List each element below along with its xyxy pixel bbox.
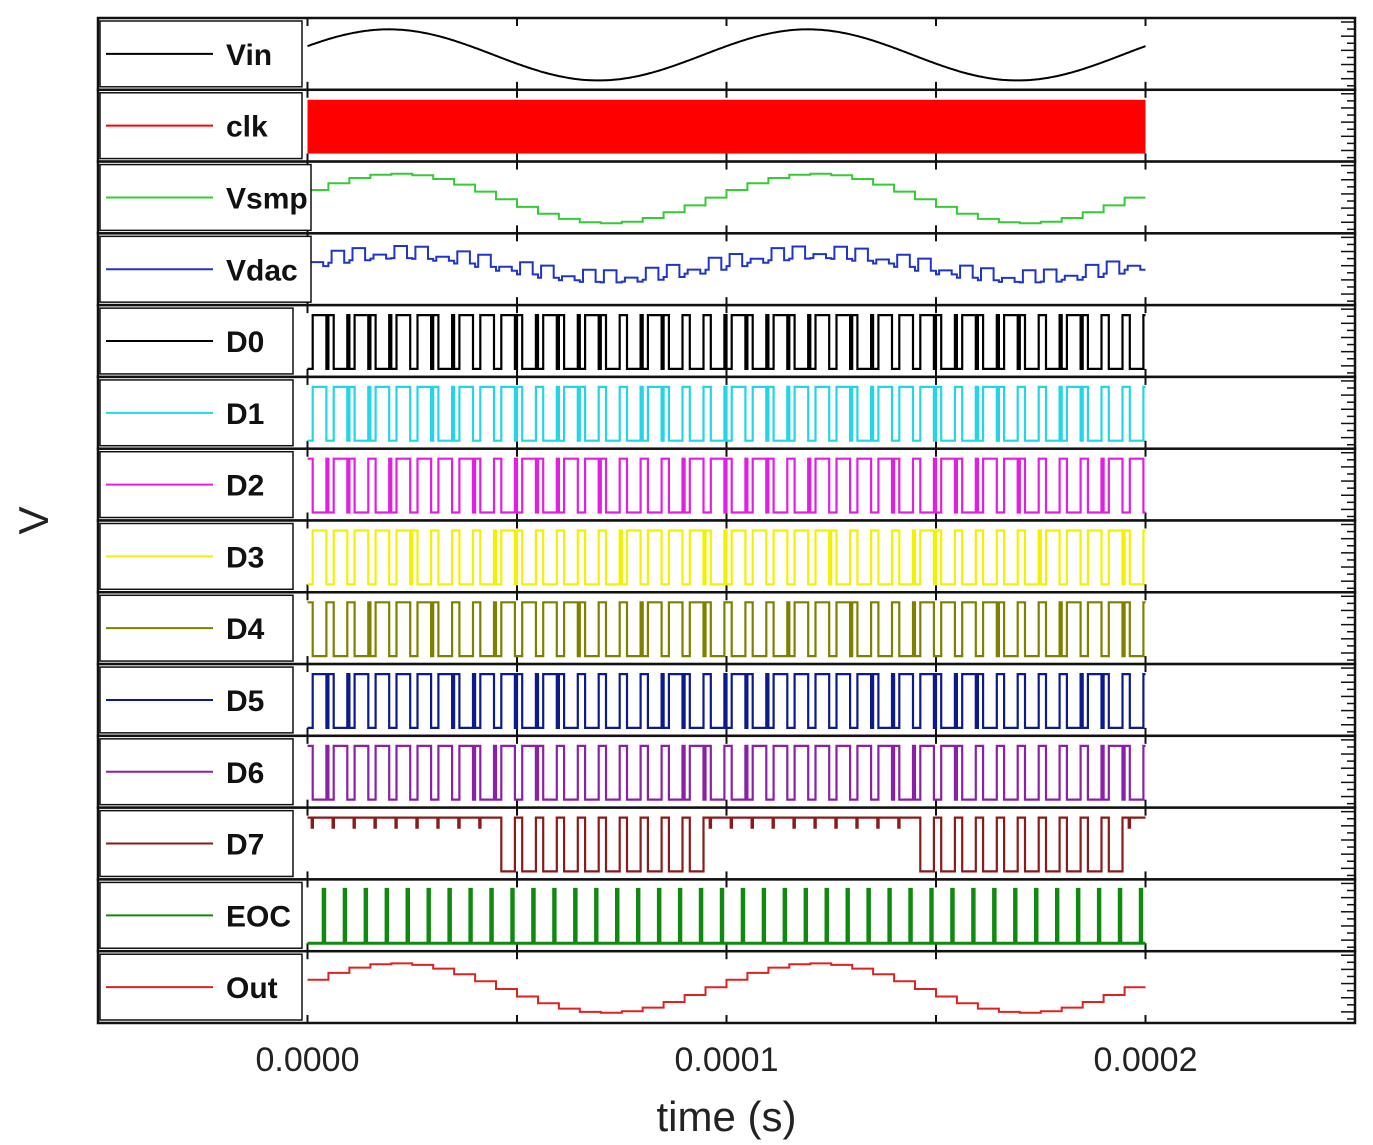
legend-d6: D6 (99, 738, 294, 806)
x-tick-label: 0.0000 (256, 1041, 360, 1079)
legend-label: EOC (226, 900, 291, 933)
legend-vdac: Vdac (99, 235, 312, 303)
series-line-d7 (307, 816, 1146, 873)
panel-frame (96, 16, 1357, 92)
legend-label: Vin (226, 39, 272, 72)
panel-d2: D2 (96, 447, 1357, 522)
legend-d7: D7 (99, 809, 294, 878)
x-tick-label: 0.0001 (675, 1041, 779, 1079)
legend-d2: D2 (99, 450, 294, 519)
x-axis: 0.0000 0.0001 0.0002 (256, 1041, 1198, 1079)
panel-frame (96, 878, 1357, 953)
y-axis-label: V (10, 506, 57, 534)
panel-eoc: EOC (96, 878, 1357, 953)
legend-clk: clk (99, 92, 303, 160)
series-line-vin (307, 28, 1146, 82)
legend-label: D3 (226, 541, 264, 574)
legend-d4: D4 (99, 594, 294, 662)
panel-clk: clk (96, 88, 1357, 163)
legend-d3: D3 (99, 522, 294, 591)
legend-label: D4 (226, 613, 265, 646)
panels: Vin clk Vsmp Vdac D0 D1 D2 D3 D4 D5 D6 D7 EOC Out (96, 16, 1357, 1025)
x-axis-label: time (s) (657, 1093, 797, 1140)
panel-frame (96, 734, 1357, 809)
panel-out: Out (96, 949, 1357, 1025)
legend-d1: D1 (99, 379, 294, 447)
legend-label: Vsmp (226, 182, 308, 215)
legend-label: D5 (226, 685, 264, 718)
legend-vin: Vin (99, 20, 303, 88)
legend-vsmp: Vsmp (99, 163, 312, 232)
series-line-d0 (307, 314, 1146, 370)
panel-d3: D3 (96, 519, 1357, 594)
legend-out: Out (99, 953, 303, 1021)
legend-eoc: EOC (99, 881, 303, 949)
panel-frame (96, 591, 1357, 666)
legend-d5: D5 (99, 666, 294, 734)
panel-d1: D1 (96, 375, 1357, 450)
series-line-d6 (307, 744, 1146, 801)
legend-label: Vdac (226, 254, 298, 287)
series-line-d2 (307, 457, 1146, 514)
legend-label: D7 (226, 829, 264, 862)
panel-d5: D5 (96, 662, 1357, 738)
legend-label: D2 (226, 470, 264, 503)
series-line-vsmp (307, 172, 1146, 225)
panel-d7: D7 (96, 806, 1357, 881)
legend-label: clk (226, 111, 268, 144)
panel-vin: Vin (96, 16, 1357, 92)
legend-label: D0 (226, 326, 264, 359)
panel-d4: D4 (96, 591, 1357, 666)
series-line-out (307, 962, 1146, 1014)
series-line-d3 (307, 529, 1146, 586)
series-line-d1 (307, 385, 1146, 442)
series-line-d4 (307, 601, 1146, 658)
panel-vdac: Vdac (96, 232, 1357, 307)
legend-d0: D0 (99, 307, 294, 375)
legend-label: Out (226, 972, 278, 1005)
panel-frame (96, 806, 1357, 881)
series-line-clk (307, 99, 1146, 154)
series-line-vdac (307, 245, 1146, 284)
panel-vsmp: Vsmp (96, 160, 1357, 235)
panel-d6: D6 (96, 734, 1357, 809)
panel-d0: D0 (96, 303, 1357, 379)
series-line-d5 (307, 673, 1146, 729)
legend-label: D6 (226, 757, 264, 790)
series-line-eoc (307, 887, 1146, 945)
legend-label: D1 (226, 398, 264, 431)
x-tick-label: 0.0002 (1094, 1041, 1198, 1079)
